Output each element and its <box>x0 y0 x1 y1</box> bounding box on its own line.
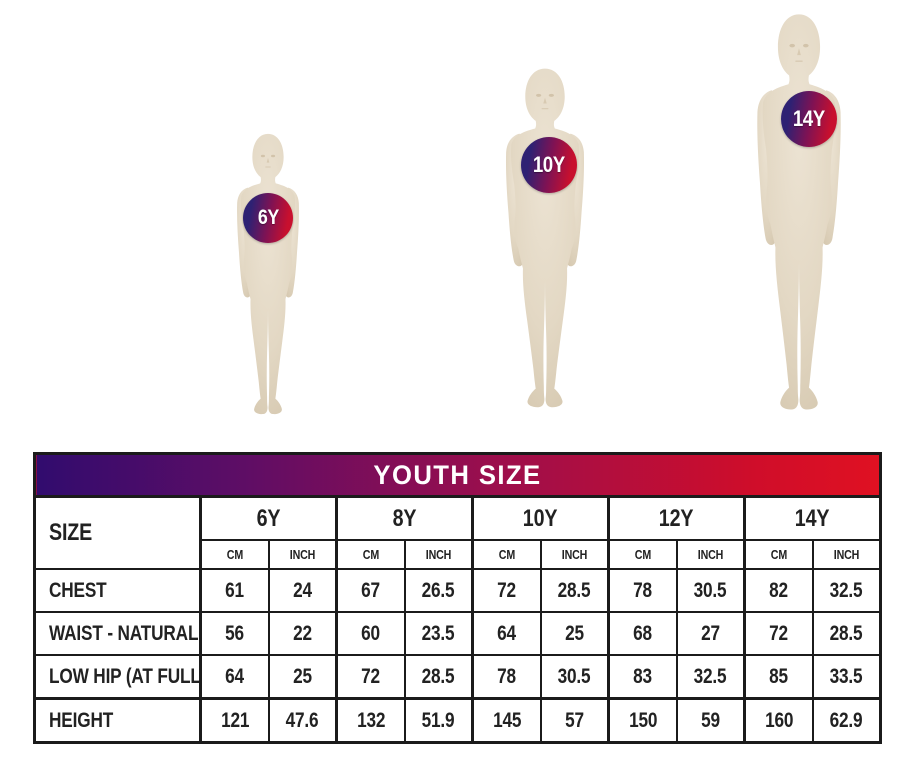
measurement-cell: 28.5 <box>539 568 610 613</box>
measurement-cell: 47.6 <box>267 697 338 744</box>
measurement-cell: 56 <box>199 611 270 656</box>
mannequin-6y <box>222 130 314 428</box>
table-row-height: HEIGHT 121 47.6 132 51.9 145 57 150 59 1… <box>33 697 882 744</box>
measurement-cell: 57 <box>539 697 610 744</box>
measurement-cell: 68 <box>607 611 678 656</box>
unit-header-inch: INCH <box>675 539 746 570</box>
mannequin-figure <box>757 14 841 410</box>
measurement-cell: 64 <box>199 654 270 700</box>
unit-header-cm: CM <box>607 539 678 570</box>
measurement-cell: 25 <box>539 611 610 656</box>
unit-header-cm: CM <box>471 539 542 570</box>
size-header-10y: 10Y <box>471 495 610 541</box>
size-column-header: SIZE <box>33 495 202 570</box>
measurement-cell: 83 <box>607 654 678 700</box>
size-header-8y: 8Y <box>335 495 474 541</box>
row-label: HEIGHT <box>33 697 202 744</box>
table-row-low-hip: LOW HIP (AT FULLEST) 64 25 72 28.5 78 30… <box>33 654 882 700</box>
measurement-cell: 33.5 <box>811 654 882 700</box>
size-badge-label: 10Y <box>532 152 566 177</box>
unit-header-cm: CM <box>743 539 814 570</box>
size-badge-14y: 14Y <box>781 91 837 147</box>
size-badge-6y: 6Y <box>243 193 293 243</box>
size-badge-label: 14Y <box>792 106 826 131</box>
unit-header-inch: INCH <box>403 539 474 570</box>
measurement-cell: 121 <box>199 697 270 744</box>
unit-header-cm: CM <box>199 539 270 570</box>
measurement-cell: 78 <box>607 568 678 613</box>
measurement-cell: 64 <box>471 611 542 656</box>
unit-header-inch: INCH <box>811 539 882 570</box>
mannequin-14y <box>737 9 861 429</box>
size-badge-label: 6Y <box>257 206 279 229</box>
measurement-cell: 23.5 <box>403 611 474 656</box>
measurement-cell: 60 <box>335 611 406 656</box>
measurement-cell: 132 <box>335 697 406 744</box>
size-header-row: SIZE 6Y 8Y 10Y 12Y 14Y <box>33 495 882 570</box>
table-row-chest: CHEST 61 24 67 26.5 72 28.5 78 30.5 82 3… <box>33 568 882 613</box>
table-title-text: YOUTH SIZE <box>373 459 542 490</box>
measurement-cell: 72 <box>743 611 814 656</box>
measurement-cell: 62.9 <box>811 697 882 744</box>
size-header-12y: 12Y <box>607 495 746 541</box>
measurement-cell: 67 <box>335 568 406 613</box>
measurement-cell: 145 <box>471 697 542 744</box>
measurement-cell: 32.5 <box>811 568 882 613</box>
size-header-14y: 14Y <box>742 495 882 541</box>
size-badge-10y: 10Y <box>521 137 577 193</box>
measurement-cell: 24 <box>267 568 338 613</box>
measurement-cell: 27 <box>675 611 746 656</box>
measurement-cell: 28.5 <box>403 654 474 700</box>
mannequin-figure <box>237 133 299 415</box>
row-label: WAIST - NATURAL <box>33 611 202 656</box>
unit-header-inch: INCH <box>267 539 338 570</box>
measurement-cell: 82 <box>743 568 814 613</box>
table-row-waist: WAIST - NATURAL 56 22 60 23.5 64 25 68 2… <box>33 611 882 656</box>
measurement-cell: 160 <box>743 697 814 744</box>
mannequin-figure <box>505 68 585 408</box>
measurement-cell: 30.5 <box>675 568 746 613</box>
measurement-cell: 51.9 <box>403 697 474 744</box>
unit-header-inch: INCH <box>539 539 610 570</box>
measurement-cell: 78 <box>471 654 542 700</box>
table-title-row: YOUTH SIZE <box>33 452 882 498</box>
measurement-cell: 61 <box>199 568 270 613</box>
table-title: YOUTH SIZE <box>33 452 882 498</box>
measurement-cell: 59 <box>675 697 746 744</box>
mannequin-10y <box>487 64 603 424</box>
measurement-cell: 26.5 <box>403 568 474 613</box>
unit-header-cm: CM <box>335 539 406 570</box>
measurement-cell: 72 <box>471 568 542 613</box>
measurement-cell: 150 <box>607 697 678 744</box>
measurement-cell: 30.5 <box>539 654 610 700</box>
measurement-cell: 28.5 <box>811 611 882 656</box>
measurement-cell: 85 <box>743 654 814 700</box>
row-label: LOW HIP (AT FULLEST) <box>33 654 202 700</box>
measurement-cell: 32.5 <box>675 654 746 700</box>
units-header-row: CM INCH CM INCH CM INCH CM INCH CM INCH <box>35 539 882 570</box>
row-label: CHEST <box>33 568 202 613</box>
measurement-cell: 25 <box>267 654 338 700</box>
youth-size-table: YOUTH SIZE SIZE 6Y 8Y 10Y 12Y 14Y CM INC… <box>33 452 883 744</box>
measurement-cell: 72 <box>335 654 406 700</box>
measurement-cell: 22 <box>267 611 338 656</box>
size-header-6y: 6Y <box>199 495 338 541</box>
